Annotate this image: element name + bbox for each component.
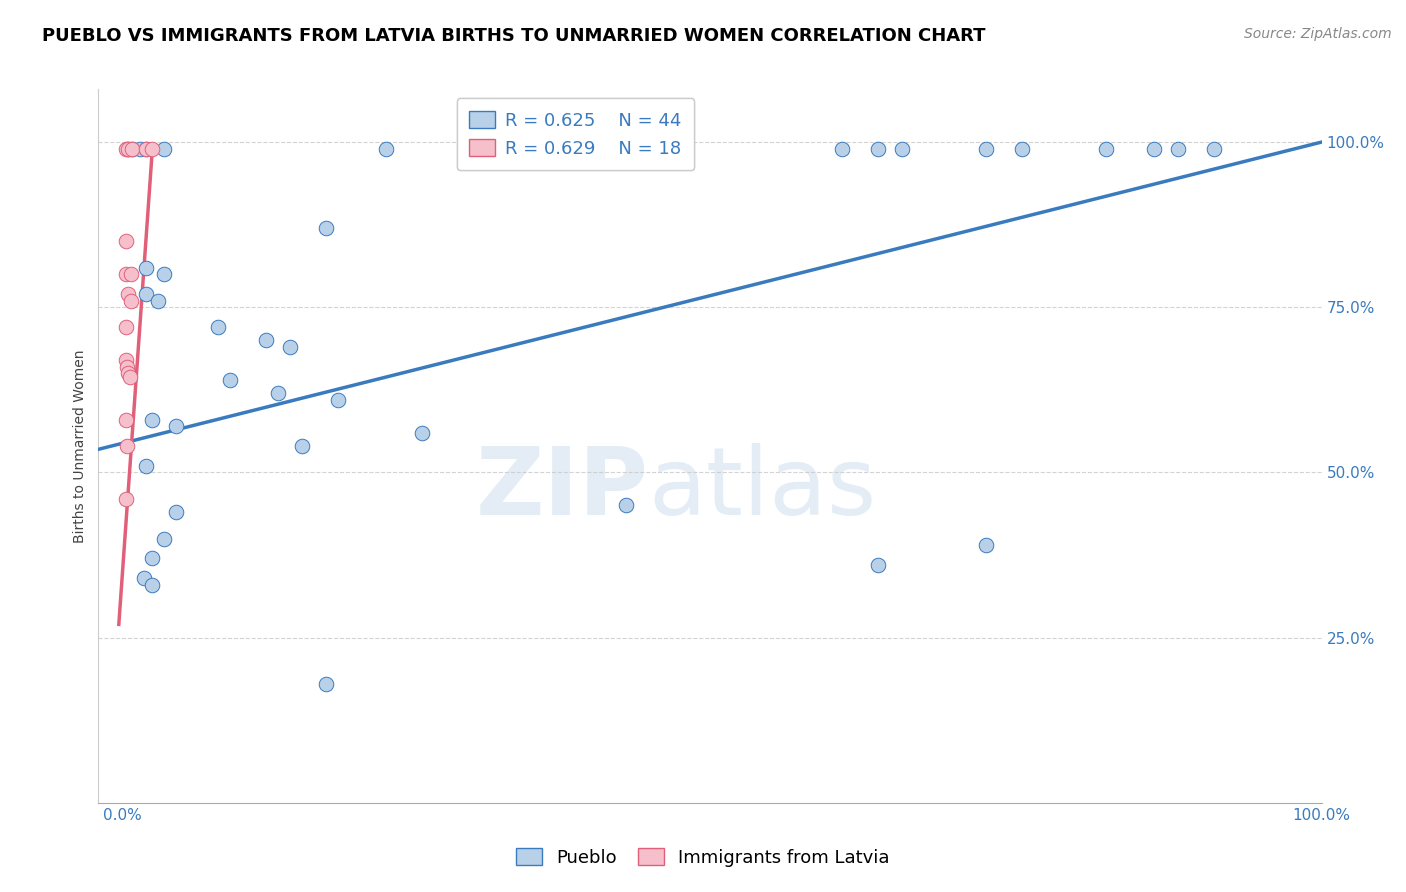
Pueblo xyxy=(1143,142,1166,156)
Pueblo xyxy=(135,260,157,275)
Pueblo xyxy=(219,373,242,387)
Text: PUEBLO VS IMMIGRANTS FROM LATVIA BIRTHS TO UNMARRIED WOMEN CORRELATION CHART: PUEBLO VS IMMIGRANTS FROM LATVIA BIRTHS … xyxy=(42,27,986,45)
Text: Source: ZipAtlas.com: Source: ZipAtlas.com xyxy=(1244,27,1392,41)
Y-axis label: Births to Unmarried Women: Births to Unmarried Women xyxy=(73,350,87,542)
Pueblo xyxy=(614,499,637,513)
Pueblo xyxy=(974,142,997,156)
Pueblo xyxy=(531,142,554,156)
Pueblo xyxy=(675,142,697,156)
Pueblo xyxy=(141,578,163,592)
Pueblo xyxy=(278,340,301,354)
Pueblo xyxy=(165,419,187,434)
Pueblo xyxy=(267,386,290,401)
Pueblo xyxy=(135,458,157,473)
Immigrants from Latvia xyxy=(115,439,138,453)
Immigrants from Latvia xyxy=(115,267,138,281)
Immigrants from Latvia xyxy=(115,234,138,248)
Immigrants from Latvia xyxy=(117,142,139,156)
Pueblo xyxy=(315,221,337,235)
Immigrants from Latvia xyxy=(115,320,138,334)
Immigrants from Latvia xyxy=(141,142,163,156)
Pueblo xyxy=(1202,142,1225,156)
Pueblo xyxy=(375,142,398,156)
Pueblo xyxy=(1011,142,1033,156)
Legend: Pueblo, Immigrants from Latvia: Pueblo, Immigrants from Latvia xyxy=(509,841,897,874)
Pueblo xyxy=(153,142,176,156)
Pueblo xyxy=(135,142,157,156)
Immigrants from Latvia xyxy=(135,142,157,156)
Pueblo xyxy=(328,392,350,407)
Pueblo xyxy=(207,320,229,334)
Pueblo xyxy=(890,142,912,156)
Pueblo xyxy=(148,293,170,308)
Immigrants from Latvia xyxy=(118,369,141,384)
Pueblo xyxy=(153,532,176,546)
Pueblo xyxy=(1094,142,1116,156)
Text: ZIP: ZIP xyxy=(477,442,648,535)
Pueblo xyxy=(291,439,314,453)
Pueblo xyxy=(165,505,187,519)
Pueblo xyxy=(254,333,277,347)
Pueblo xyxy=(153,267,176,281)
Immigrants from Latvia xyxy=(117,367,139,381)
Immigrants from Latvia xyxy=(117,287,139,301)
Immigrants from Latvia xyxy=(115,359,138,374)
Immigrants from Latvia xyxy=(115,412,138,426)
Pueblo xyxy=(129,142,152,156)
Pueblo xyxy=(974,538,997,552)
Pueblo xyxy=(315,677,337,691)
Immigrants from Latvia xyxy=(120,293,142,308)
Legend: R = 0.625    N = 44, R = 0.629    N = 18: R = 0.625 N = 44, R = 0.629 N = 18 xyxy=(457,98,695,170)
Pueblo xyxy=(567,142,589,156)
Immigrants from Latvia xyxy=(120,267,142,281)
Pueblo xyxy=(132,571,155,585)
Immigrants from Latvia xyxy=(115,142,138,156)
Immigrants from Latvia xyxy=(115,491,138,506)
Immigrants from Latvia xyxy=(121,142,143,156)
Pueblo xyxy=(866,558,889,572)
Text: atlas: atlas xyxy=(648,442,877,535)
Pueblo xyxy=(135,287,157,301)
Pueblo xyxy=(831,142,853,156)
Pueblo xyxy=(614,142,637,156)
Pueblo xyxy=(121,142,143,156)
Pueblo xyxy=(141,551,163,566)
Pueblo xyxy=(1167,142,1189,156)
Immigrants from Latvia xyxy=(115,353,138,368)
Pueblo xyxy=(411,425,433,440)
Pueblo xyxy=(866,142,889,156)
Pueblo xyxy=(117,142,139,156)
Pueblo xyxy=(141,412,163,426)
